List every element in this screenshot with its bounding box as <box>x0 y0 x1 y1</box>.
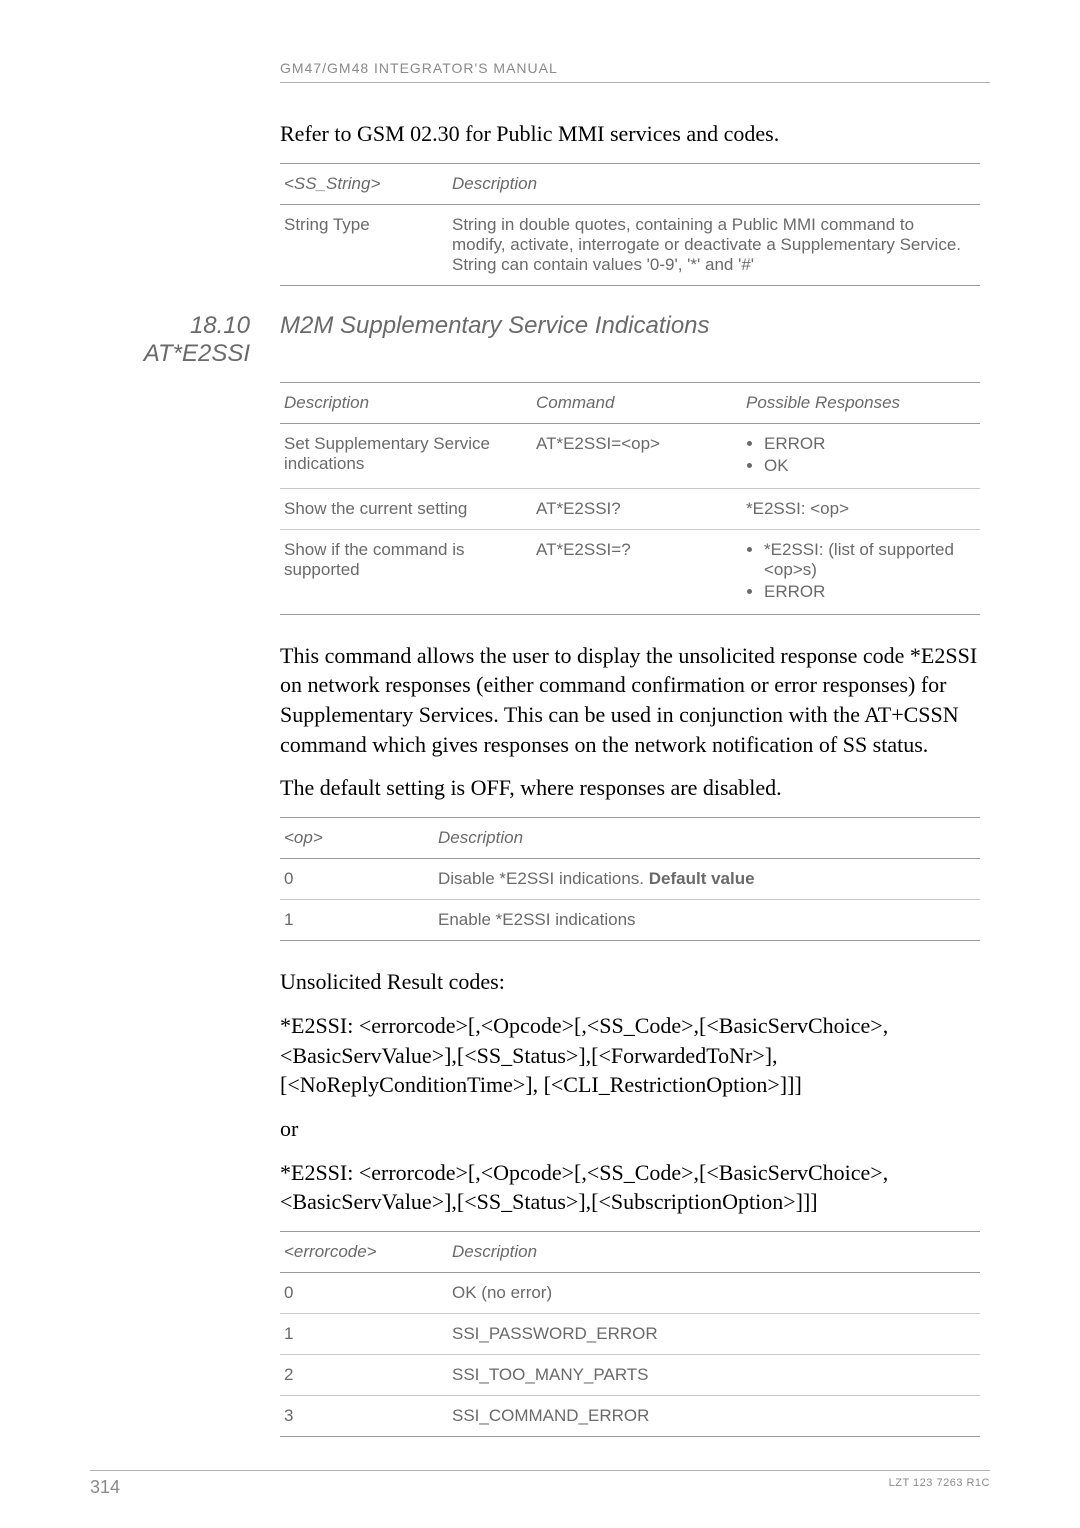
cell: Set Supplementary Service indications <box>280 423 532 488</box>
th-cmd-c1: Description <box>280 382 532 423</box>
cell-text: Disable *E2SSI indications. <box>438 869 649 888</box>
cell: String in double quotes, containing a Pu… <box>448 204 980 285</box>
table-row: 3 SSI_COMMAND_ERROR <box>280 1395 980 1436</box>
main-column: Refer to GSM 02.30 for Public MMI servic… <box>280 119 980 286</box>
cell: ERROR OK <box>742 423 980 488</box>
th-cmd-c3: Possible Responses <box>742 382 980 423</box>
page-footer: 314 LZT 123 7263 R1C <box>90 1470 990 1498</box>
cell: SSI_COMMAND_ERROR <box>448 1395 980 1436</box>
or-text: or <box>280 1114 980 1144</box>
table-errorcode: <errorcode> Description 0 OK (no error) … <box>280 1231 980 1437</box>
cell: SSI_PASSWORD_ERROR <box>448 1313 980 1354</box>
cell: 1 <box>280 1313 448 1354</box>
code-block-2: *E2SSI: <errorcode>[,<Opcode>[,<SS_Code>… <box>280 1158 980 1217</box>
cell: AT*E2SSI? <box>532 488 742 529</box>
cell: Show if the command is supported <box>280 529 532 614</box>
th-ss-c1: <SS_String> <box>280 163 448 204</box>
cell: 2 <box>280 1354 448 1395</box>
table-row: 1 SSI_PASSWORD_ERROR <box>280 1313 980 1354</box>
response-list: *E2SSI: (list of supported <op>s) ERROR <box>746 540 970 602</box>
table-row: Show the current setting AT*E2SSI? *E2SS… <box>280 488 980 529</box>
cell: 3 <box>280 1395 448 1436</box>
list-item: ERROR <box>764 434 970 454</box>
section-heading: 18.10 AT*E2SSI M2M Supplementary Service… <box>90 312 990 368</box>
cell: AT*E2SSI=? <box>532 529 742 614</box>
table-row: 0 Disable *E2SSI indications. Default va… <box>280 859 980 900</box>
table-ss-string: <SS_String> Description String Type Stri… <box>280 163 980 286</box>
th-err-c2: Description <box>448 1231 980 1272</box>
cell: Enable *E2SSI indications <box>434 900 980 941</box>
table-op: <op> Description 0 Disable *E2SSI indica… <box>280 817 980 941</box>
para-2: The default setting is OFF, where respon… <box>280 773 980 803</box>
page: GM47/GM48 INTEGRATOR'S MANUAL Refer to G… <box>0 0 1080 1528</box>
list-item: ERROR <box>764 582 970 602</box>
document-id: LZT 123 7263 R1C <box>889 1477 990 1498</box>
th-op-c1: <op> <box>280 818 434 859</box>
table-row: Show if the command is supported AT*E2SS… <box>280 529 980 614</box>
page-number: 314 <box>90 1477 120 1498</box>
main-column-2: Description Command Possible Responses S… <box>280 382 980 1437</box>
section-number: 18.10 AT*E2SSI <box>90 312 250 368</box>
cell: AT*E2SSI=<op> <box>532 423 742 488</box>
cell: 1 <box>280 900 434 941</box>
cell: 0 <box>280 1272 448 1313</box>
intro-text: Refer to GSM 02.30 for Public MMI servic… <box>280 119 980 149</box>
table-row: 1 Enable *E2SSI indications <box>280 900 980 941</box>
code-block-1: *E2SSI: <errorcode>[,<Opcode>[,<SS_Code>… <box>280 1011 980 1100</box>
para-3: Unsolicited Result codes: <box>280 967 980 997</box>
table-row: 0 OK (no error) <box>280 1272 980 1313</box>
response-list: ERROR OK <box>746 434 970 476</box>
th-ss-c2: Description <box>448 163 980 204</box>
table-row: 2 SSI_TOO_MANY_PARTS <box>280 1354 980 1395</box>
th-cmd-c2: Command <box>532 382 742 423</box>
table-row: Set Supplementary Service indications AT… <box>280 423 980 488</box>
th-op-c2: Description <box>434 818 980 859</box>
th-err-c1: <errorcode> <box>280 1231 448 1272</box>
cell: 0 <box>280 859 434 900</box>
cell: *E2SSI: <op> <box>742 488 980 529</box>
table-row: String Type String in double quotes, con… <box>280 204 980 285</box>
running-head: GM47/GM48 INTEGRATOR'S MANUAL <box>280 60 990 83</box>
cell: Show the current setting <box>280 488 532 529</box>
list-item: *E2SSI: (list of supported <op>s) <box>764 540 970 580</box>
cell: *E2SSI: (list of supported <op>s) ERROR <box>742 529 980 614</box>
para-1: This command allows the user to display … <box>280 641 980 760</box>
table-commands: Description Command Possible Responses S… <box>280 382 980 615</box>
default-value-bold: Default value <box>649 869 755 888</box>
list-item: OK <box>764 456 970 476</box>
section-title: M2M Supplementary Service Indications <box>280 312 710 340</box>
cell: OK (no error) <box>448 1272 980 1313</box>
cell: Disable *E2SSI indications. Default valu… <box>434 859 980 900</box>
cell: String Type <box>280 204 448 285</box>
cell: SSI_TOO_MANY_PARTS <box>448 1354 980 1395</box>
